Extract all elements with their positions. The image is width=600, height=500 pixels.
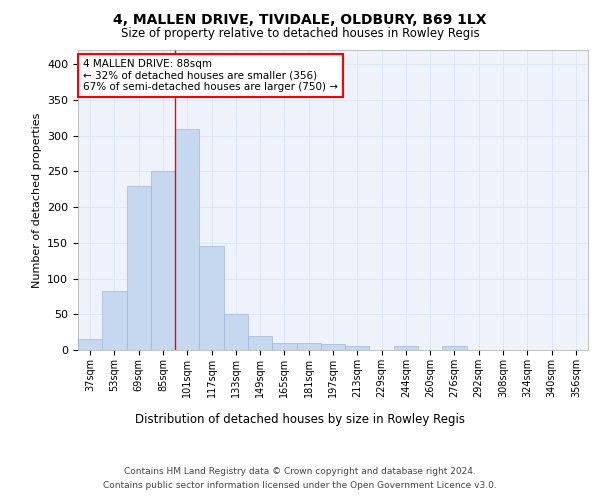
- Text: Contains HM Land Registry data © Crown copyright and database right 2024.: Contains HM Land Registry data © Crown c…: [124, 468, 476, 476]
- Bar: [248, 336, 272, 350]
- Text: Distribution of detached houses by size in Rowley Regis: Distribution of detached houses by size …: [135, 412, 465, 426]
- Text: 4, MALLEN DRIVE, TIVIDALE, OLDBURY, B69 1LX: 4, MALLEN DRIVE, TIVIDALE, OLDBURY, B69 …: [113, 12, 487, 26]
- Bar: [272, 343, 296, 350]
- Bar: [199, 246, 224, 350]
- Bar: [151, 172, 175, 350]
- Bar: [345, 346, 370, 350]
- Y-axis label: Number of detached properties: Number of detached properties: [32, 112, 41, 288]
- Text: 4 MALLEN DRIVE: 88sqm
← 32% of detached houses are smaller (356)
67% of semi-det: 4 MALLEN DRIVE: 88sqm ← 32% of detached …: [83, 59, 338, 92]
- Bar: [442, 346, 467, 350]
- Bar: [394, 346, 418, 350]
- Bar: [321, 344, 345, 350]
- Bar: [296, 343, 321, 350]
- Bar: [78, 340, 102, 350]
- Bar: [175, 128, 199, 350]
- Bar: [127, 186, 151, 350]
- Bar: [102, 292, 127, 350]
- Text: Size of property relative to detached houses in Rowley Regis: Size of property relative to detached ho…: [121, 28, 479, 40]
- Bar: [224, 314, 248, 350]
- Text: Contains public sector information licensed under the Open Government Licence v3: Contains public sector information licen…: [103, 481, 497, 490]
